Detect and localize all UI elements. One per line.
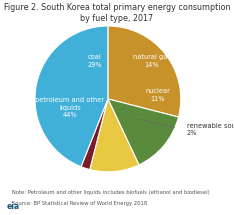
Text: coal
29%: coal 29% (88, 54, 102, 68)
Text: Source: BP Statistical Review of World Energy 2018: Source: BP Statistical Review of World E… (7, 201, 147, 206)
Text: by fuel type, 2017: by fuel type, 2017 (80, 14, 154, 23)
Wedge shape (90, 99, 139, 172)
Text: natural gas
14%: natural gas 14% (133, 54, 171, 68)
Text: Note: Petroleum and other liquids includes biofuels (ethanol and biodiesel): Note: Petroleum and other liquids includ… (7, 190, 210, 195)
Wedge shape (81, 99, 108, 169)
Text: petroleum and other
liquids
44%: petroleum and other liquids 44% (35, 97, 105, 118)
Text: Figure 2. South Korea total primary energy consumption: Figure 2. South Korea total primary ener… (4, 3, 230, 12)
Wedge shape (108, 99, 179, 165)
Wedge shape (108, 26, 181, 117)
Wedge shape (35, 26, 108, 167)
Text: renewable sources
2%: renewable sources 2% (187, 123, 234, 136)
Text: eia: eia (7, 202, 20, 211)
Text: nuclear
11%: nuclear 11% (145, 88, 170, 102)
